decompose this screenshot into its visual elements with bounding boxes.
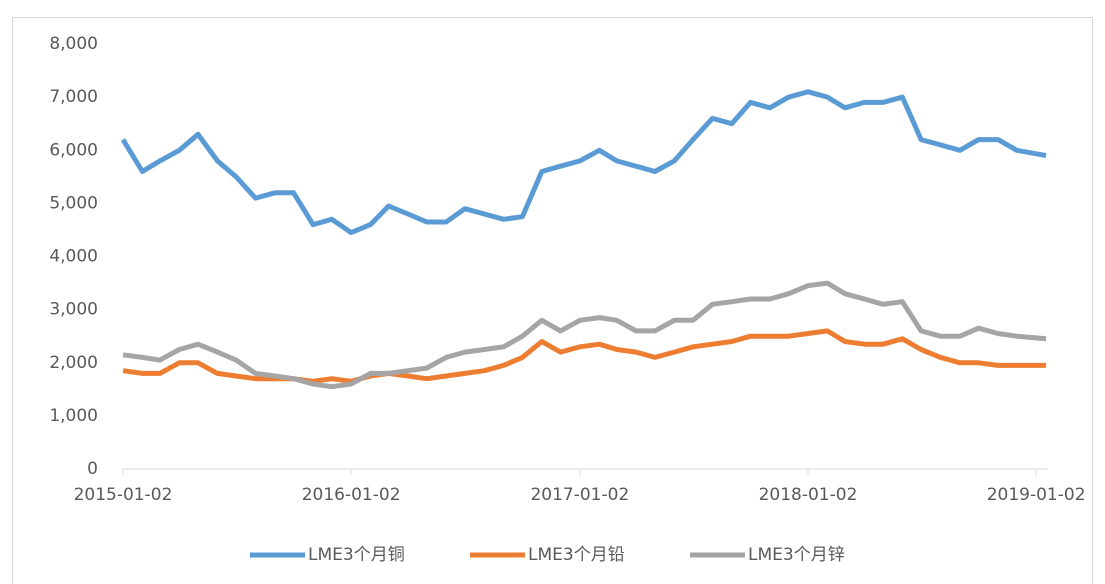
y-tick-label: 5,000 bbox=[49, 193, 98, 213]
y-tick-label: 3,000 bbox=[49, 300, 98, 320]
x-tick-label: 2015-01-02 bbox=[74, 485, 173, 505]
legend-label: LME3个月铜 bbox=[308, 545, 405, 565]
y-tick-label: 2,000 bbox=[49, 353, 98, 373]
y-tick-label: 6,000 bbox=[49, 140, 98, 160]
series-line bbox=[120, 89, 1047, 236]
y-tick-label: 7,000 bbox=[49, 87, 98, 107]
chart-frame bbox=[12, 17, 1093, 584]
x-tick-label: 2017-01-02 bbox=[530, 485, 629, 505]
y-tick-label: 1,000 bbox=[49, 406, 98, 426]
x-tick-label: 2016-01-02 bbox=[302, 485, 401, 505]
legend-label: LME3个月锌 bbox=[748, 545, 845, 565]
legend-label: LME3个月铅 bbox=[528, 545, 625, 565]
y-tick-label: 0 bbox=[87, 459, 98, 479]
series-line bbox=[122, 280, 1047, 390]
x-tick-label: 2018-01-02 bbox=[759, 485, 858, 505]
series-line bbox=[122, 328, 1047, 384]
y-tick-label: 8,000 bbox=[49, 34, 98, 54]
x-tick-label: 2019-01-02 bbox=[987, 485, 1086, 505]
y-tick-label: 4,000 bbox=[49, 247, 98, 267]
